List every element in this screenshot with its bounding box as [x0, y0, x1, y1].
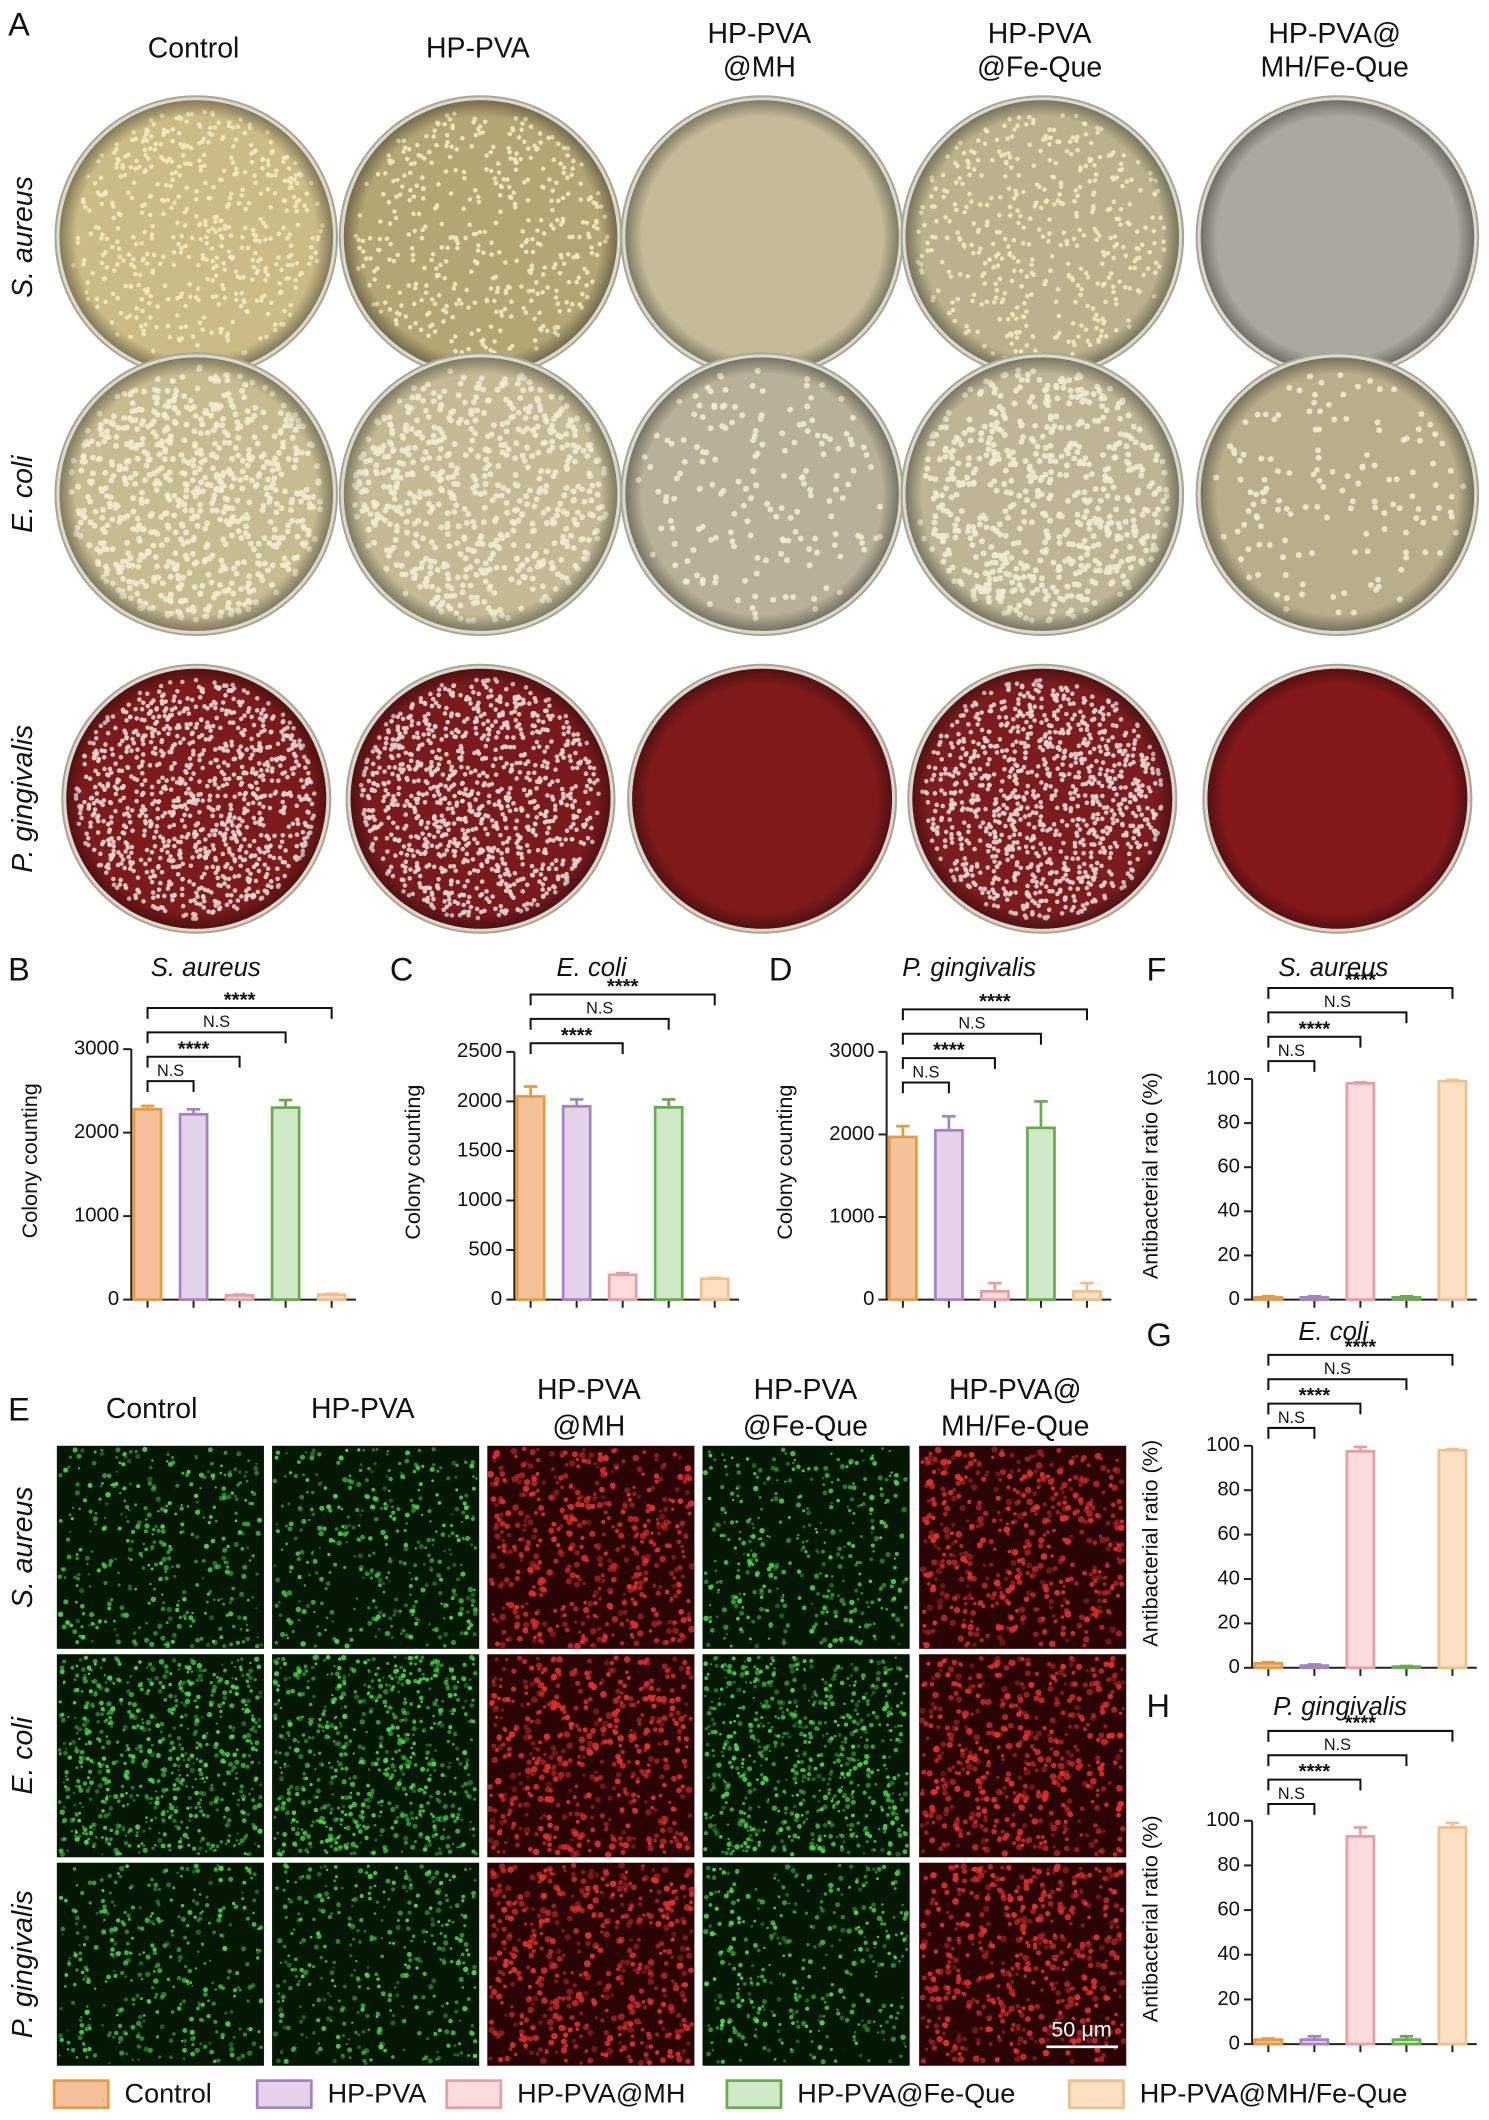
dish-shade	[1200, 357, 1475, 631]
dish-shade	[59, 357, 333, 631]
dish-shade	[625, 357, 899, 631]
petri-dish	[620, 95, 904, 379]
column-header: HP-PVA	[708, 18, 812, 50]
petri-dish	[1195, 95, 1480, 379]
row-label: S. aureus	[7, 176, 39, 298]
petri-dish	[345, 663, 616, 934]
dish-shade	[905, 357, 1180, 631]
column-header: HP-PVA	[426, 33, 530, 65]
column-header: Control	[148, 33, 240, 65]
column-header: MH/Fe-Que	[1260, 52, 1408, 84]
petri-dish	[1195, 352, 1480, 636]
petri-dish	[338, 352, 623, 636]
petri-dish	[900, 95, 1185, 379]
petri-dish	[900, 352, 1185, 636]
petri-dish	[61, 663, 332, 934]
petri-dish	[54, 352, 339, 636]
petri-dish	[338, 95, 623, 379]
dish-shade	[625, 100, 899, 374]
dish-shade	[905, 100, 1180, 374]
row-label: P. gingivalis	[7, 725, 39, 873]
dish-shade	[343, 100, 618, 374]
dish-shade	[343, 357, 618, 631]
column-header: HP-PVA@	[1268, 18, 1401, 50]
petri-dish	[54, 95, 339, 379]
dish-shade	[1200, 100, 1475, 374]
panel-label: A	[8, 7, 30, 43]
column-header: HP-PVA	[988, 18, 1092, 50]
dish-shade	[59, 100, 333, 374]
petri-dish	[620, 352, 904, 636]
row-label: E. coli	[7, 455, 39, 533]
dish-shade	[66, 668, 327, 929]
column-header: @MH	[723, 52, 796, 84]
column-header: @Fe-Que	[977, 52, 1102, 84]
